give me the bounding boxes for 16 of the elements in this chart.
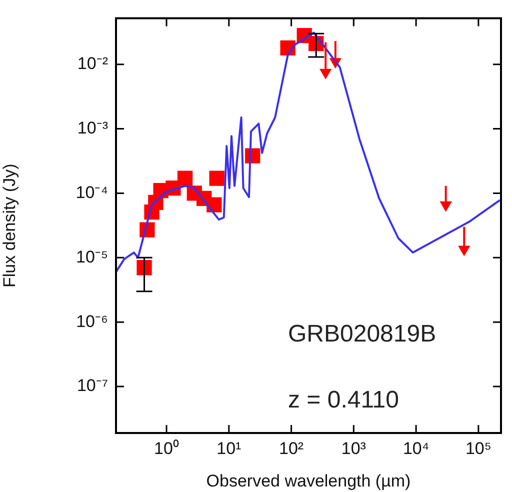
y-axis-title: Flux density (Jy) [0, 164, 19, 288]
x-tick-label: 10⁵ [465, 438, 492, 458]
y-tick-label: 10⁻² [77, 54, 108, 74]
annotation: GRB020819B [288, 320, 436, 348]
y-tick-label: 10⁻⁵ [76, 247, 108, 266]
y-tick-label: 10⁻³ [77, 118, 108, 138]
x-tick-label: 10⁰ [154, 438, 179, 458]
y-tick-label: 10⁻⁴ [76, 182, 108, 202]
x-tick-label: 10² [278, 438, 304, 458]
x-tick-label: 10¹ [216, 438, 242, 458]
y-tick-label: 10⁻⁶ [76, 312, 108, 331]
x-axis-title: Observed wavelength (µm) [206, 471, 411, 490]
annotation: z = 0.4110 [288, 386, 399, 414]
x-tick-label: 10⁴ [402, 438, 430, 458]
y-tick-label: 10⁻⁷ [76, 376, 108, 396]
x-tick-label: 10³ [341, 438, 366, 458]
